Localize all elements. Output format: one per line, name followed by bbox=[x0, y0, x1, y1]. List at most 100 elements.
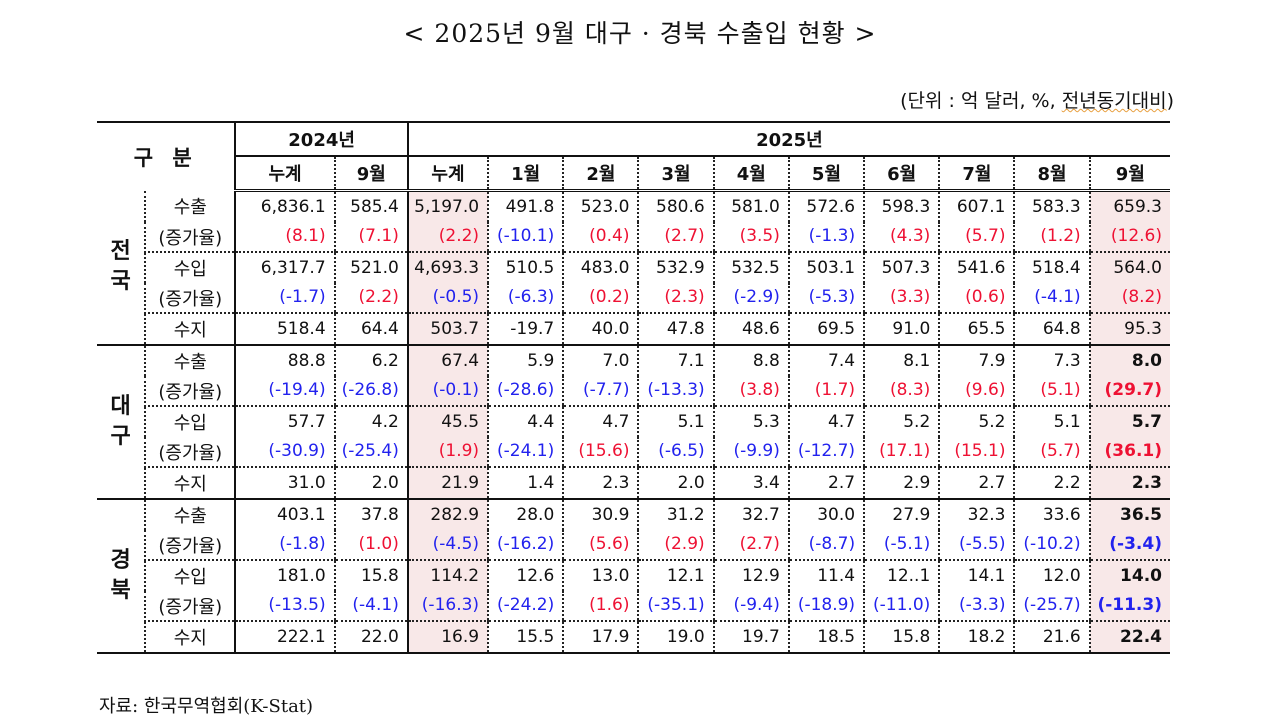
page-title: < 2025년 9월 대구 · 경북 수출입 현황 > bbox=[403, 19, 877, 48]
export-cell: 583.3 bbox=[1013, 190, 1090, 222]
table-row: (증가율) (-13.5) (-4.1) (-16.3) (-24.2) (1.6) (-3… bbox=[97, 591, 1170, 622]
year-2024-header: 2024년 bbox=[234, 121, 408, 157]
import-rate-cell: (-4.1) bbox=[333, 591, 408, 622]
balance-cell: 21.6 bbox=[1013, 621, 1090, 654]
table-row: (증가율) (-19.4) (-26.8) (-0.1) (-28.6) (-7.7) (-… bbox=[97, 376, 1170, 407]
balance-cell: 2.3 bbox=[562, 467, 639, 499]
export-cell: 581.0 bbox=[712, 190, 789, 222]
balance-cell: 17.9 bbox=[562, 621, 639, 654]
table-row: (증가율) (-30.9) (-25.4) (1.9) (-24.1) (15.6) (-6… bbox=[97, 437, 1170, 468]
import-rate-cell: (15.1) bbox=[938, 437, 1015, 468]
import-cell: 4.2 bbox=[333, 406, 408, 437]
import-rate-cell: (1.9) bbox=[406, 437, 489, 468]
import-rate-cell: (-6.5) bbox=[637, 437, 714, 468]
import-cell: 12.0 bbox=[1013, 560, 1090, 591]
table-row: 수입 57.7 4.2 45.5 4.4 4.7 5.1 5.3 4.7 5.2 5.2 5.1 5.7 bbox=[97, 406, 1170, 437]
balance-cell: 2.7 bbox=[787, 467, 865, 499]
row-label-balance: 수지 bbox=[144, 313, 236, 345]
balance-cell: 15.8 bbox=[863, 621, 940, 654]
row-label-balance: 수지 bbox=[144, 621, 236, 654]
import-cell: 564.0 bbox=[1088, 252, 1170, 283]
import-cell: 503.1 bbox=[787, 252, 865, 283]
export-rate-cell: (-19.4) bbox=[234, 376, 335, 407]
balance-cell: -19.7 bbox=[487, 313, 564, 345]
import-rate-cell: (2.2) bbox=[333, 283, 408, 314]
balance-cell: 18.2 bbox=[938, 621, 1015, 654]
table-row: (증가율) (-1.7) (2.2) (-0.5) (-6.3) (0.2) (2.3) (-… bbox=[97, 283, 1170, 314]
export-rate-cell: (-5.1) bbox=[863, 530, 940, 561]
import-cell: 4.7 bbox=[562, 406, 639, 437]
import-rate-cell: (-30.9) bbox=[234, 437, 335, 468]
unit-note: (단위 : 억 달러, %, 전년동기대비) bbox=[900, 86, 1174, 113]
import-cell: 181.0 bbox=[234, 560, 335, 591]
import-cell: 12.9 bbox=[712, 560, 789, 591]
unit-prefix: (단위 : 억 달러, %, bbox=[900, 90, 1062, 112]
table-row: 수입 181.0 15.8 114.2 12.6 13.0 12.1 12.9 11.4 12..… bbox=[97, 560, 1170, 591]
balance-cell: 95.3 bbox=[1088, 313, 1170, 345]
balance-cell: 21.9 bbox=[406, 467, 489, 499]
import-rate-cell: (1.6) bbox=[562, 591, 639, 622]
balance-cell: 22.4 bbox=[1088, 621, 1170, 654]
balance-cell: 15.5 bbox=[487, 621, 564, 654]
import-rate-cell: (3.3) bbox=[863, 283, 940, 314]
export-rate-cell: (-1.3) bbox=[787, 222, 865, 253]
trade-table: 구 분 2024년 2025년 누계 9월 누계 1월 2월 3월 4월 5월 6월 7월 8월 9월… bbox=[97, 121, 1170, 654]
export-rate-cell: (-16.2) bbox=[487, 530, 564, 561]
row-label-export-rate: (증가율) bbox=[144, 530, 236, 561]
balance-cell: 19.0 bbox=[637, 621, 714, 654]
import-rate-cell: (-35.1) bbox=[637, 591, 714, 622]
export-cell: 585.4 bbox=[333, 190, 408, 222]
import-rate-cell: (15.6) bbox=[562, 437, 639, 468]
export-rate-cell: (5.1) bbox=[1013, 376, 1090, 407]
export-cell: 598.3 bbox=[863, 190, 940, 222]
import-cell: 12.1 bbox=[637, 560, 714, 591]
export-rate-cell: (2.2) bbox=[406, 222, 489, 253]
import-rate-cell: (-24.1) bbox=[487, 437, 564, 468]
export-rate-cell: (8.1) bbox=[234, 222, 335, 253]
export-rate-cell: (1.2) bbox=[1013, 222, 1090, 253]
export-cell: 30.9 bbox=[562, 498, 639, 530]
unit-yoy: 전년동기대비 bbox=[1061, 90, 1167, 112]
import-cell: 45.5 bbox=[406, 406, 489, 437]
column-header: 8월 bbox=[1013, 156, 1090, 192]
column-header: 4월 bbox=[712, 156, 789, 192]
export-cell: 27.9 bbox=[863, 498, 940, 530]
export-cell: 6.2 bbox=[333, 344, 408, 376]
export-cell: 32.7 bbox=[712, 498, 789, 530]
import-cell: 5.2 bbox=[938, 406, 1015, 437]
import-cell: 4.7 bbox=[787, 406, 865, 437]
balance-cell: 48.6 bbox=[712, 313, 789, 345]
export-rate-cell: (1.7) bbox=[787, 376, 865, 407]
export-rate-cell: (0.4) bbox=[562, 222, 639, 253]
export-cell: 6,836.1 bbox=[234, 190, 335, 222]
balance-cell: 18.5 bbox=[787, 621, 865, 654]
export-cell: 7.4 bbox=[787, 344, 865, 376]
export-cell: 7.1 bbox=[637, 344, 714, 376]
import-cell: 507.3 bbox=[863, 252, 940, 283]
column-header: 9월 bbox=[333, 156, 408, 192]
region-char: 경 bbox=[110, 548, 131, 573]
year-2025-header: 2025년 bbox=[406, 121, 1170, 157]
import-cell: 11.4 bbox=[787, 560, 865, 591]
import-cell: 532.9 bbox=[637, 252, 714, 283]
export-cell: 580.6 bbox=[637, 190, 714, 222]
region-char: 북 bbox=[110, 578, 131, 603]
balance-cell: 91.0 bbox=[863, 313, 940, 345]
export-cell: 403.1 bbox=[234, 498, 335, 530]
export-cell: 31.2 bbox=[637, 498, 714, 530]
balance-cell: 47.8 bbox=[637, 313, 714, 345]
export-cell: 491.8 bbox=[487, 190, 564, 222]
row-label-import: 수입 bbox=[144, 560, 236, 591]
import-rate-cell: (-9.4) bbox=[712, 591, 789, 622]
export-rate-cell: (-26.8) bbox=[333, 376, 408, 407]
export-rate-cell: (4.3) bbox=[863, 222, 940, 253]
balance-cell: 22.0 bbox=[333, 621, 408, 654]
import-cell: 483.0 bbox=[562, 252, 639, 283]
column-header: 9월 bbox=[1088, 156, 1170, 192]
import-cell: 532.5 bbox=[712, 252, 789, 283]
balance-cell: 2.3 bbox=[1088, 467, 1170, 499]
table-row: 수입 6,317.7 521.0 4,693.3 510.5 483.0 532.9 532.… bbox=[97, 252, 1170, 283]
export-cell: 88.8 bbox=[234, 344, 335, 376]
